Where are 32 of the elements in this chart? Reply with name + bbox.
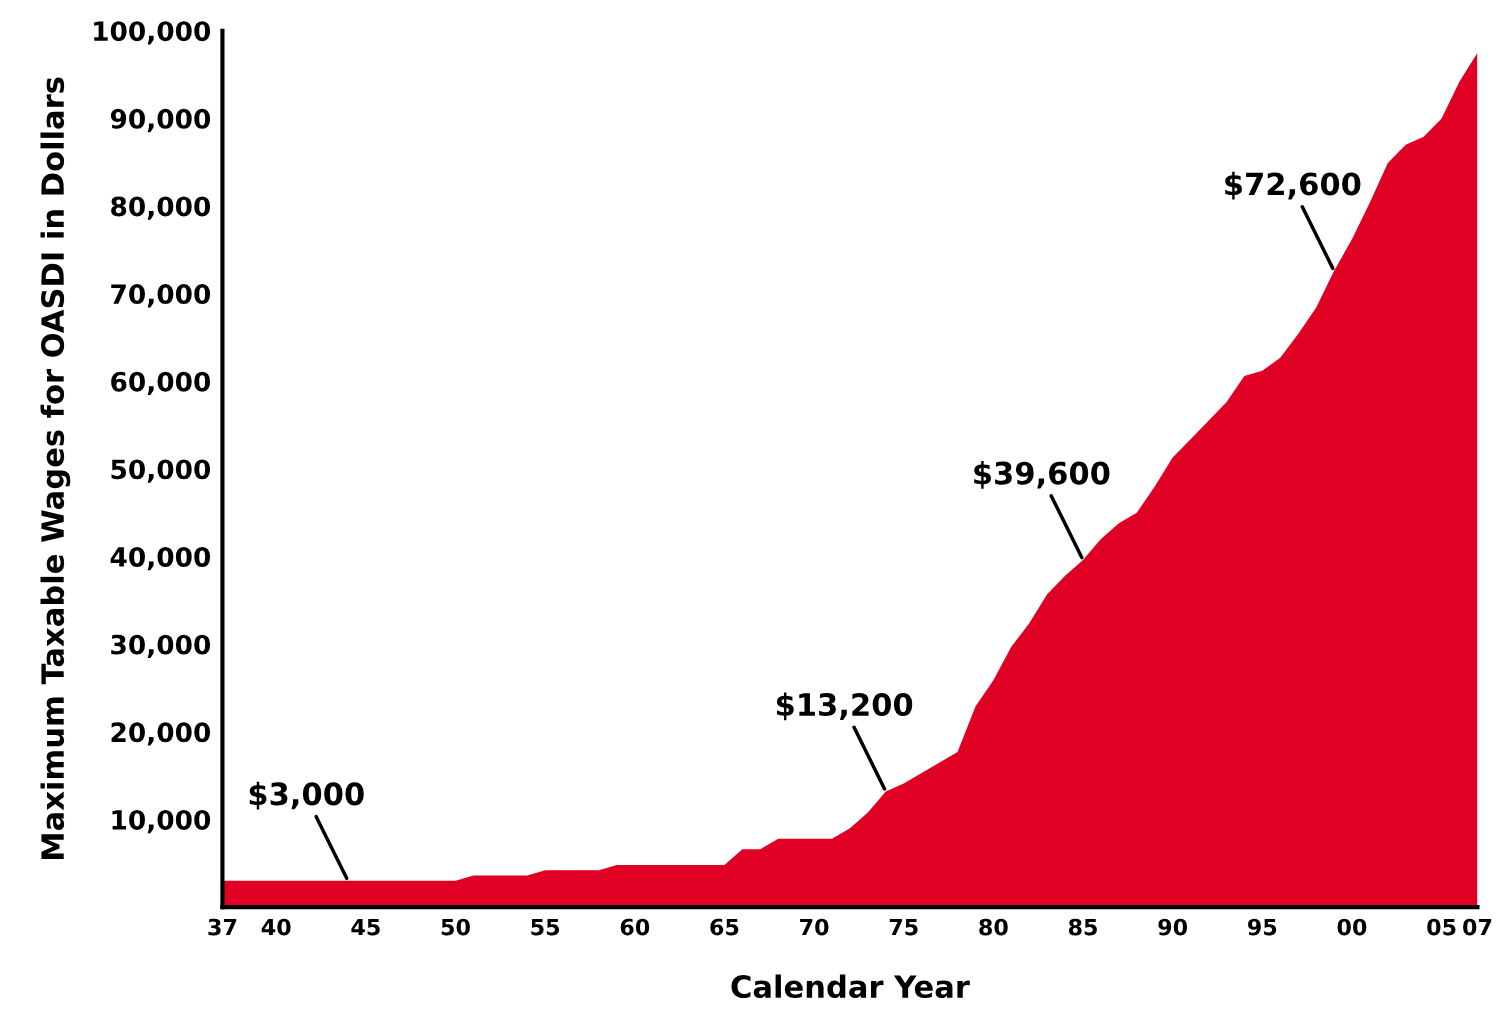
y-tick-label: 10,000 bbox=[112, 809, 211, 834]
x-tick-label: 70 bbox=[800, 918, 829, 936]
y-tick-label: 20,000 bbox=[111, 722, 211, 746]
x-tick-label: 45 bbox=[351, 918, 380, 936]
y-tick-label: 50,000 bbox=[111, 459, 211, 483]
x-tick-label: 55 bbox=[531, 918, 560, 936]
annotation: $72,600 bbox=[1225, 171, 1361, 200]
x-axis-title: Calendar Year bbox=[731, 974, 970, 999]
y-tick-label: 30,000 bbox=[111, 634, 211, 658]
x-tick-label: 05 bbox=[1427, 918, 1456, 936]
y-tick-label: 60,000 bbox=[111, 371, 211, 396]
x-tick-label: 65 bbox=[710, 918, 739, 936]
x-tick-label: 90 bbox=[1158, 918, 1188, 936]
x-tick-label: 07 bbox=[1463, 918, 1492, 936]
y-tick-label: 40,000 bbox=[110, 547, 211, 571]
x-tick-label: 00 bbox=[1337, 918, 1367, 936]
y-tick-label: 90,000 bbox=[110, 108, 211, 133]
annotation: $39,600 bbox=[974, 461, 1110, 489]
annotation: $3,000 bbox=[249, 781, 364, 810]
x-tick-label: 85 bbox=[1068, 918, 1097, 936]
y-tick-label: 100,000 bbox=[94, 21, 211, 45]
x-tick-label: 50 bbox=[441, 918, 470, 936]
annotation: $13,200 bbox=[776, 692, 913, 721]
x-tick-label: 95 bbox=[1247, 918, 1277, 936]
x-tick-label: 37 bbox=[208, 918, 237, 936]
y-axis-title: Maximum Taxable Wages for OASDI in Dollars bbox=[40, 77, 71, 859]
x-tick-label: 60 bbox=[620, 918, 650, 936]
x-tick-label: 40 bbox=[261, 918, 291, 936]
y-tick-label: 80,000 bbox=[111, 196, 211, 220]
y-tick-label: 70,000 bbox=[111, 284, 211, 308]
x-tick-label: 80 bbox=[979, 918, 1008, 936]
x-tick-label: 75 bbox=[889, 918, 918, 936]
